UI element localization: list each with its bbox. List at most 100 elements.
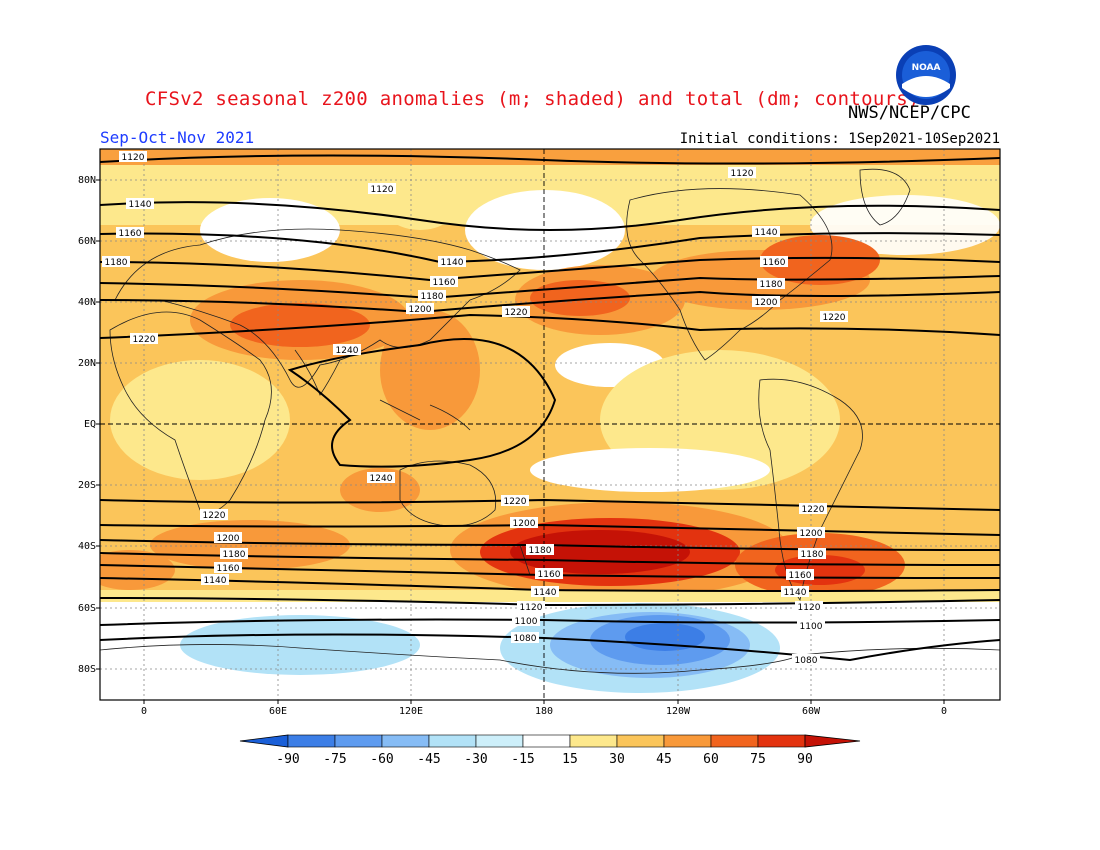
colorbar-swatch xyxy=(569,734,618,748)
lat-label-80n: 80N xyxy=(77,175,96,186)
svg-text:1180: 1180 xyxy=(529,546,552,556)
contour-label-1080-b: 1080 xyxy=(792,654,820,666)
contour-label-1120-a: 1120 xyxy=(119,151,147,163)
lon-label-0-west: 0 xyxy=(140,706,148,717)
colorbar-high-arrow xyxy=(804,734,861,748)
svg-text:1200: 1200 xyxy=(513,519,536,529)
svg-text:1220: 1220 xyxy=(203,511,226,521)
contour-label-1120-b: 1120 xyxy=(368,183,396,195)
svg-text:1160: 1160 xyxy=(789,571,812,581)
contour-label-1220-f: 1220 xyxy=(799,503,827,515)
contour-label-1200-b: 1200 xyxy=(752,296,780,308)
initial-conditions-label: Initial conditions: 1Sep2021-10Sep2021 xyxy=(679,131,1000,147)
contour-label-1180-f: 1180 xyxy=(798,548,826,560)
colorbar-label: -75 xyxy=(323,752,347,767)
colorbar-swatch xyxy=(616,734,665,748)
svg-text:1120: 1120 xyxy=(731,169,754,179)
lon-label-120e: 120E xyxy=(398,706,424,717)
svg-text:1220: 1220 xyxy=(504,497,527,507)
svg-text:1120: 1120 xyxy=(520,603,543,613)
svg-text:1080: 1080 xyxy=(795,656,818,666)
contour-label-1100-b: 1100 xyxy=(797,620,825,632)
colorbar-label: -60 xyxy=(370,752,394,767)
lat-label-60n: 60N xyxy=(77,236,96,247)
contour-label-1140-d: 1140 xyxy=(531,586,559,598)
colorbar-label: -30 xyxy=(464,752,488,767)
noaa-logo-icon: NOAA xyxy=(896,45,956,105)
contour-label-1200-c: 1200 xyxy=(510,517,538,529)
contour-label-1100-a: 1100 xyxy=(512,615,540,627)
contour-label-1240-a: 1240 xyxy=(333,344,361,356)
svg-text:1180: 1180 xyxy=(105,258,128,268)
svg-text:1180: 1180 xyxy=(801,550,824,560)
svg-text:1120: 1120 xyxy=(798,603,821,613)
svg-text:1220: 1220 xyxy=(802,505,825,515)
contour-label-1160-b: 1160 xyxy=(430,276,458,288)
lat-label-20n: 20N xyxy=(77,358,96,369)
colorbar-swatch xyxy=(522,734,571,748)
contour-label-1240-b: 1240 xyxy=(367,472,395,484)
svg-text:1160: 1160 xyxy=(119,229,142,239)
contour-label-1140-e: 1140 xyxy=(201,574,229,586)
colorbar xyxy=(239,734,861,748)
lon-label-0-east: 0 xyxy=(940,706,948,717)
contour-label-1200-d: 1200 xyxy=(214,532,242,544)
contour-label-1120-d: 1120 xyxy=(517,601,545,613)
svg-text:1140: 1140 xyxy=(204,576,227,586)
lat-label-40n: 40N xyxy=(77,297,96,308)
colorbar-label: -45 xyxy=(417,752,441,767)
svg-text:1240: 1240 xyxy=(336,346,359,356)
contour-label-1220-d: 1220 xyxy=(501,495,529,507)
contour-labels: 1120 1120 1120 1140 1140 1140 1160 1160 … xyxy=(102,151,848,666)
colorbar-swatch xyxy=(334,734,383,748)
contour-label-1140-a: 1140 xyxy=(126,198,154,210)
lat-label-eq: EQ xyxy=(83,419,96,430)
contour-label-1120-c: 1120 xyxy=(728,167,756,179)
contour-label-1120-e: 1120 xyxy=(795,601,823,613)
svg-text:1160: 1160 xyxy=(433,278,456,288)
svg-text:1120: 1120 xyxy=(371,185,394,195)
svg-text:1140: 1140 xyxy=(441,258,464,268)
svg-text:1160: 1160 xyxy=(538,570,561,580)
contour-label-1220-e: 1220 xyxy=(200,509,228,521)
lat-label-40s: 40S xyxy=(77,541,96,552)
contour-label-1080-a: 1080 xyxy=(511,632,539,644)
svg-text:1180: 1180 xyxy=(760,280,783,290)
colorbar-label: 60 xyxy=(703,752,719,767)
lat-label-80s: 80S xyxy=(77,664,96,675)
contour-label-1160-c: 1160 xyxy=(760,256,788,268)
colorbar-swatch xyxy=(757,734,806,748)
map-title: CFSv2 seasonal z200 anomalies (m; shaded… xyxy=(145,88,920,110)
lon-label-120w: 120W xyxy=(665,706,691,717)
lon-label-60e: 60E xyxy=(268,706,288,717)
contour-label-1220-b: 1220 xyxy=(502,306,530,318)
contour-label-1220-c: 1220 xyxy=(820,311,848,323)
svg-text:1200: 1200 xyxy=(217,534,240,544)
colorbar-swatch xyxy=(287,734,336,748)
contour-label-1180-b: 1180 xyxy=(418,290,446,302)
svg-text:1240: 1240 xyxy=(370,474,393,484)
svg-text:1200: 1200 xyxy=(800,529,823,539)
contour-label-1140-f: 1140 xyxy=(781,586,809,598)
agency-label: NWS/NCEP/CPC xyxy=(848,103,971,123)
season-label: Sep-Oct-Nov 2021 xyxy=(100,128,255,147)
contour-label-1180-d: 1180 xyxy=(526,544,554,556)
contour-label-1180-a: 1180 xyxy=(102,256,130,268)
colorbar-label: -90 xyxy=(276,752,300,767)
contour-label-1200-e: 1200 xyxy=(797,527,825,539)
colorbar-swatch xyxy=(710,734,759,748)
contour-label-1160-e: 1160 xyxy=(214,562,242,574)
svg-text:1140: 1140 xyxy=(129,200,152,210)
svg-text:1100: 1100 xyxy=(800,622,823,632)
contour-label-1180-e: 1180 xyxy=(220,548,248,560)
svg-text:1160: 1160 xyxy=(217,564,240,574)
contour-label-1220-a: 1220 xyxy=(130,333,158,345)
colorbar-label: 15 xyxy=(562,752,578,767)
svg-text:1140: 1140 xyxy=(755,228,778,238)
colorbar-label: 90 xyxy=(797,752,813,767)
colorbar-swatch xyxy=(663,734,712,748)
contour-label-1180-c: 1180 xyxy=(757,278,785,290)
colorbar-label: 30 xyxy=(609,752,625,767)
axis-ticks xyxy=(96,179,945,704)
